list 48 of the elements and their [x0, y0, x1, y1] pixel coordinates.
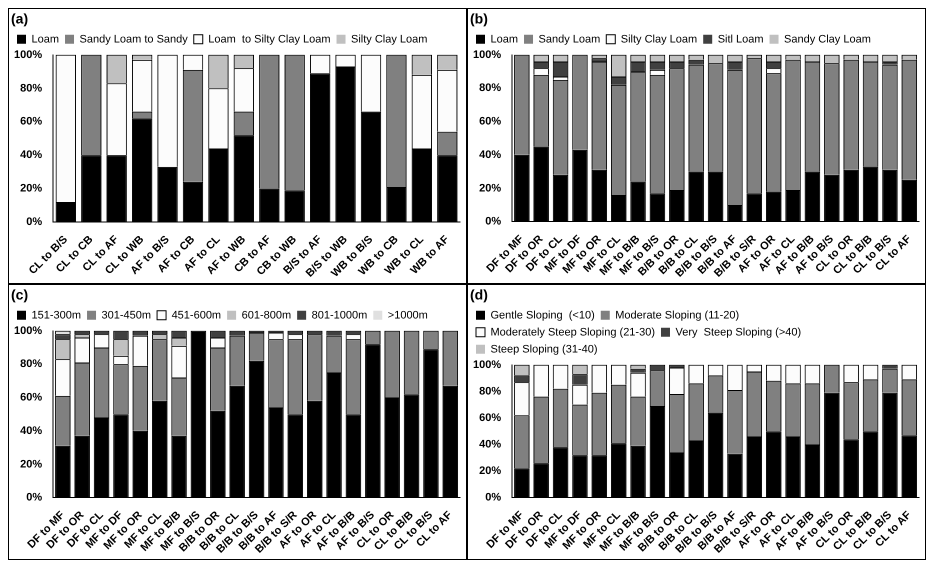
legend-label: 801-1000m	[312, 309, 368, 322]
legend-label: Silty Clay Loam	[620, 33, 698, 46]
y-tick-label: 80%	[479, 385, 502, 398]
legend-label: Moderate Sloping (11-20)	[615, 309, 740, 322]
y-tick-label: 40%	[479, 148, 502, 161]
y-tick-label: 40%	[20, 424, 42, 437]
legend-label: Sandy Loam	[538, 33, 600, 46]
legend-label: Very Steep Sloping (>40)	[675, 326, 802, 338]
legend-label: 451-600m	[172, 309, 222, 322]
legend-label: Gentle Sloping (<10)	[490, 309, 595, 322]
legend-label: Sitl Loam	[718, 33, 764, 46]
y-tick-label: 0%	[26, 216, 42, 228]
y-tick-label: 100%	[472, 358, 502, 371]
y-tick-label: 20%	[479, 182, 502, 194]
y-tick-label: 100%	[14, 48, 42, 61]
chart-title: (b)	[470, 10, 488, 26]
legend-label: Loam to Silty Clay Loam	[208, 33, 331, 46]
y-tick-label: 80%	[479, 82, 502, 94]
y-tick-label: 60%	[479, 412, 502, 424]
y-tick-label: 40%	[20, 149, 42, 162]
legend-label: Loam	[32, 33, 60, 46]
chart-title: (c)	[11, 286, 28, 302]
y-tick-label: 20%	[20, 182, 42, 195]
legend-label: Moderately Steep Sloping (21-30)	[490, 326, 655, 338]
y-tick-label: 60%	[20, 116, 42, 128]
legend-label: Sandy Loam to Sandy	[80, 33, 188, 46]
y-tick-label: 0%	[485, 216, 502, 228]
y-tick-label: 20%	[20, 458, 42, 470]
y-tick-label: 60%	[20, 392, 42, 404]
y-tick-label: 60%	[479, 116, 502, 128]
legend-label: Silty Clay Loam	[351, 33, 428, 46]
y-tick-label: 0%	[26, 492, 42, 504]
legend-label: Loam	[490, 33, 518, 46]
legend-label: 151-300m	[32, 309, 82, 322]
legend-label: 601-800m	[242, 309, 292, 322]
y-tick-label: 80%	[20, 82, 42, 94]
legend-label: Steep Sloping (31-40)	[490, 343, 598, 356]
y-tick-label: 80%	[20, 358, 42, 370]
y-tick-label: 40%	[479, 438, 502, 451]
legend-label: >1000m	[388, 309, 428, 322]
y-tick-label: 0%	[485, 492, 502, 504]
y-tick-label: 20%	[479, 465, 502, 478]
chart-title: (d)	[470, 286, 488, 302]
chart-title: (a)	[11, 10, 28, 26]
legend-label: Sandy Clay Loam	[784, 33, 871, 46]
legend-label: 301-450m	[102, 309, 152, 322]
y-tick-label: 100%	[472, 48, 502, 61]
y-tick-label: 100%	[14, 324, 42, 337]
